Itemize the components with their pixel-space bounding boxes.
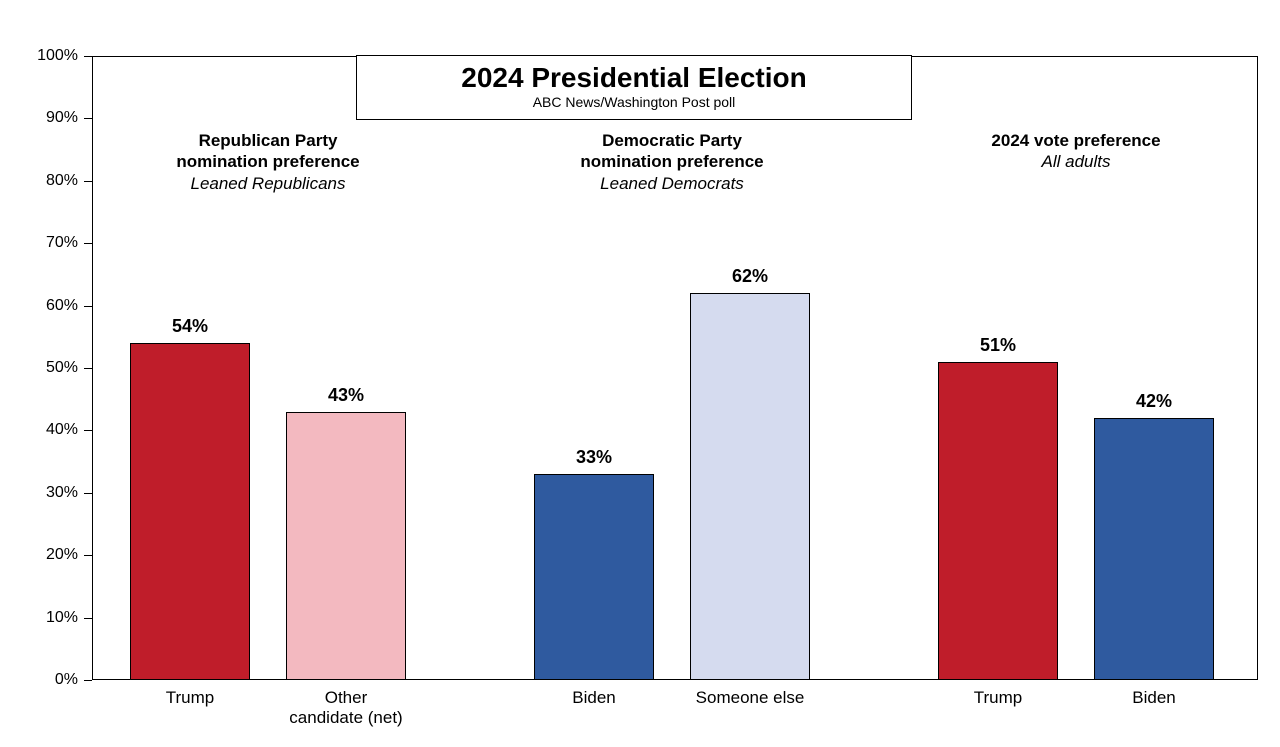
y-tick-label: 0% — [0, 671, 78, 689]
chart-subtitle: ABC News/Washington Post poll — [375, 94, 893, 111]
x-tick-label: Biden — [1064, 688, 1244, 708]
y-tick-mark — [84, 430, 92, 431]
bar-value-label: 51% — [980, 335, 1016, 356]
y-tick-mark — [84, 243, 92, 244]
y-tick-mark — [84, 493, 92, 494]
y-tick-mark — [84, 680, 92, 681]
bar-value-label: 33% — [576, 447, 612, 468]
bar-value-label: 54% — [172, 316, 208, 337]
y-tick-mark — [84, 56, 92, 57]
group-header-sub: Leaned Democrats — [522, 173, 822, 194]
group-header: 2024 vote preferenceAll adults — [926, 130, 1226, 173]
y-tick-label: 50% — [0, 359, 78, 377]
bar — [690, 293, 810, 680]
y-tick-label: 30% — [0, 484, 78, 502]
y-tick-mark — [84, 618, 92, 619]
group-header-sub: All adults — [926, 151, 1226, 172]
election-bar-chart: 2024 Presidential ElectionABC News/Washi… — [0, 0, 1280, 747]
x-tick-label: Biden — [504, 688, 684, 708]
y-tick-label: 10% — [0, 609, 78, 627]
bar-value-label: 43% — [328, 385, 364, 406]
group-header: Democratic Partynomination preferenceLea… — [522, 130, 822, 194]
bar — [286, 412, 406, 680]
y-tick-label: 60% — [0, 297, 78, 315]
bar — [534, 474, 654, 680]
bar — [130, 343, 250, 680]
group-header: Republican Partynomination preferenceLea… — [118, 130, 418, 194]
bar-value-label: 42% — [1136, 391, 1172, 412]
x-tick-label: Someone else — [660, 688, 840, 708]
group-header-line1: Democratic Party — [522, 130, 822, 151]
bar — [938, 362, 1058, 680]
group-header-line1: Republican Party — [118, 130, 418, 151]
bar-value-label: 62% — [732, 266, 768, 287]
x-tick-label: Trump — [908, 688, 1088, 708]
y-tick-mark — [84, 306, 92, 307]
y-tick-label: 20% — [0, 546, 78, 564]
x-tick-label: Othercandidate (net) — [256, 688, 436, 729]
chart-title: 2024 Presidential Election — [375, 62, 893, 94]
y-tick-label: 90% — [0, 109, 78, 127]
group-header-line1: 2024 vote preference — [926, 130, 1226, 151]
group-header-sub: Leaned Republicans — [118, 173, 418, 194]
y-tick-mark — [84, 181, 92, 182]
y-tick-label: 40% — [0, 421, 78, 439]
y-tick-mark — [84, 118, 92, 119]
chart-title-box: 2024 Presidential ElectionABC News/Washi… — [356, 55, 912, 120]
group-header-line2: nomination preference — [522, 151, 822, 172]
bar — [1094, 418, 1214, 680]
y-tick-mark — [84, 368, 92, 369]
y-tick-mark — [84, 555, 92, 556]
y-tick-label: 80% — [0, 172, 78, 190]
y-tick-label: 100% — [0, 47, 78, 65]
x-tick-label: Trump — [100, 688, 280, 708]
y-tick-label: 70% — [0, 234, 78, 252]
group-header-line2: nomination preference — [118, 151, 418, 172]
